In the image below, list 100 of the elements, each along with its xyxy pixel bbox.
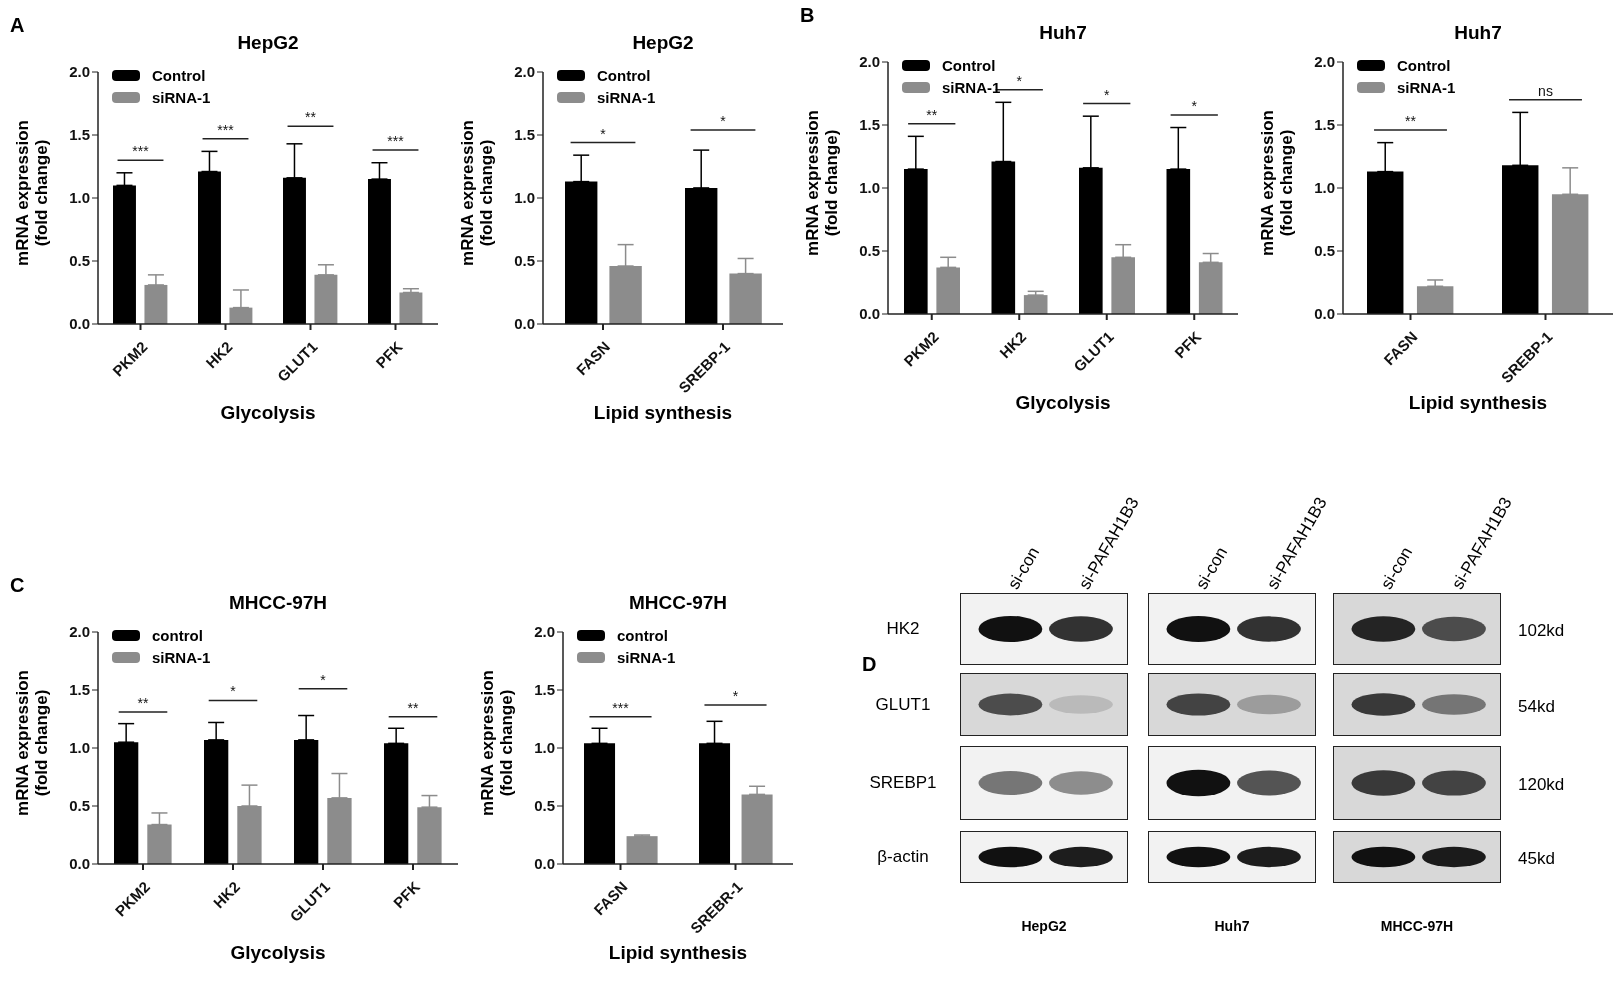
annotation: *** bbox=[217, 121, 235, 138]
bar bbox=[283, 177, 306, 324]
legend-label: siRNA-1 bbox=[1397, 78, 1456, 96]
y-tick-label: 1.5 bbox=[514, 126, 535, 144]
category-label: 120kd bbox=[1518, 775, 1565, 794]
annotation: * bbox=[230, 683, 237, 700]
y-axis-title: mRNA expression (fold change) bbox=[458, 119, 496, 268]
legend-label: siRNA-1 bbox=[152, 88, 211, 106]
bar bbox=[144, 284, 168, 324]
y-tick-label: 0.5 bbox=[69, 797, 90, 815]
annotation: *** bbox=[387, 133, 405, 150]
y-axis-title: mRNA expression (fold change) bbox=[1258, 109, 1296, 258]
y-tick-label: 0.0 bbox=[69, 855, 90, 873]
y-tick-label: 2.0 bbox=[534, 623, 555, 641]
bar bbox=[237, 806, 262, 864]
y-axis-title: mRNA expression (fold change) bbox=[13, 669, 51, 818]
bar bbox=[204, 739, 229, 864]
x-axis-title: Lipid synthesis bbox=[592, 402, 734, 424]
annotation: ** bbox=[305, 109, 317, 126]
y-axis-title: mRNA expression (fold change) bbox=[803, 109, 841, 258]
bar bbox=[626, 836, 658, 864]
chart-title: MHCC-97H bbox=[627, 592, 729, 614]
y-tick-label: 2.0 bbox=[514, 63, 535, 81]
y-tick-label: 1.0 bbox=[69, 739, 90, 757]
y-tick-label: 1.0 bbox=[534, 739, 555, 757]
bar bbox=[1079, 167, 1103, 314]
y-tick-label: 2.0 bbox=[69, 623, 90, 641]
annotation: ns bbox=[1538, 82, 1553, 99]
chart-title: HepG2 bbox=[631, 32, 695, 54]
y-tick-label: 0.0 bbox=[1314, 305, 1335, 323]
category-label: 54kd bbox=[1518, 696, 1555, 716]
y-tick-label: 1.5 bbox=[69, 126, 90, 144]
y-tick-label: 0.5 bbox=[69, 252, 90, 270]
chart-title: HepG2 bbox=[236, 32, 300, 54]
y-tick-label: 0.5 bbox=[514, 252, 535, 270]
x-axis-title: Glycolysis bbox=[1014, 392, 1112, 414]
y-tick-label: 1.5 bbox=[1314, 116, 1335, 134]
y-tick-label: 0.0 bbox=[69, 315, 90, 333]
y-tick-label: 1.5 bbox=[859, 116, 880, 134]
x-axis-title: Glycolysis bbox=[219, 402, 317, 424]
bar bbox=[685, 187, 718, 324]
annotation: * bbox=[1104, 86, 1111, 103]
y-axis-title: mRNA expression (fold change) bbox=[478, 669, 516, 818]
bar bbox=[114, 742, 139, 864]
category-label: Huh7 bbox=[1213, 918, 1251, 934]
y-tick-label: 0.0 bbox=[514, 315, 535, 333]
annotation: ** bbox=[1405, 113, 1417, 130]
category-label: HK2 bbox=[886, 619, 920, 638]
text: D bbox=[862, 653, 877, 676]
annotation: * bbox=[1016, 72, 1023, 89]
legend-label: Control bbox=[152, 66, 206, 84]
annotation: * bbox=[1191, 97, 1198, 114]
y-tick-label: 0.5 bbox=[1314, 242, 1335, 260]
legend-label: siRNA-1 bbox=[942, 78, 1001, 96]
bar bbox=[1166, 169, 1191, 314]
legend-label: Control bbox=[1397, 56, 1451, 74]
category-label: GLUT1 bbox=[875, 694, 931, 714]
annotation: ** bbox=[137, 695, 149, 712]
category-label: MHCC-97H bbox=[1379, 918, 1455, 934]
annotation: * bbox=[320, 671, 327, 688]
y-tick-label: 0.0 bbox=[859, 305, 880, 323]
annotation: ** bbox=[926, 106, 938, 123]
bar bbox=[399, 292, 423, 324]
bar bbox=[294, 739, 319, 864]
annotation: * bbox=[600, 125, 607, 142]
bar bbox=[1023, 295, 1048, 314]
y-tick-label: 2.0 bbox=[1314, 53, 1335, 71]
text: A bbox=[10, 14, 25, 37]
legend-label: siRNA-1 bbox=[597, 88, 656, 106]
bar bbox=[417, 807, 442, 864]
annotation: * bbox=[720, 112, 727, 129]
bar bbox=[904, 169, 928, 314]
chart-title: Huh7 bbox=[1453, 22, 1503, 44]
x-axis-title: Lipid synthesis bbox=[607, 942, 749, 964]
text: B bbox=[800, 4, 815, 27]
legend-label: siRNA-1 bbox=[617, 648, 676, 666]
text: C bbox=[10, 574, 25, 597]
category-label: 102kd bbox=[1518, 621, 1565, 640]
bar bbox=[314, 274, 338, 324]
annotation: * bbox=[732, 688, 739, 705]
category-label: HepG2 bbox=[1020, 918, 1068, 934]
y-tick-label: 0.0 bbox=[534, 855, 555, 873]
annotation: *** bbox=[132, 143, 150, 160]
legend-label: Control bbox=[942, 56, 996, 74]
y-tick-label: 1.0 bbox=[514, 189, 535, 207]
y-tick-label: 0.5 bbox=[859, 242, 880, 260]
bar bbox=[368, 179, 391, 324]
y-tick-label: 1.5 bbox=[69, 681, 90, 699]
category-label: SREBP1 bbox=[869, 773, 937, 792]
x-axis-title: Glycolysis bbox=[229, 942, 327, 964]
y-tick-label: 1.0 bbox=[69, 189, 90, 207]
chart-title: MHCC-97H bbox=[227, 592, 329, 614]
y-tick-label: 0.5 bbox=[534, 797, 555, 815]
annotation: ** bbox=[407, 699, 419, 716]
legend-label: Control bbox=[597, 66, 651, 84]
legend-label: control bbox=[617, 626, 668, 644]
y-tick-label: 2.0 bbox=[859, 53, 880, 71]
y-tick-label: 1.0 bbox=[859, 179, 880, 197]
bar bbox=[327, 797, 352, 864]
y-tick-label: 1.0 bbox=[1314, 179, 1335, 197]
